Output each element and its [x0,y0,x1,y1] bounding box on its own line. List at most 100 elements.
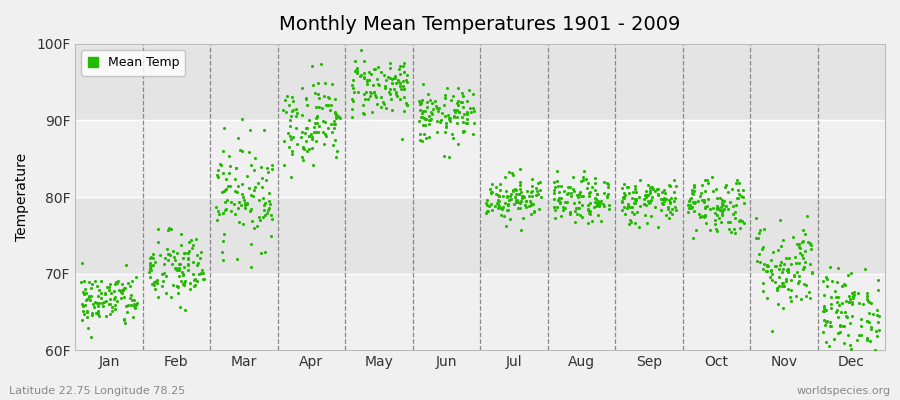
Point [425,111,439,117]
Point [546,179,561,186]
Point [621,184,635,190]
Point [183,280,197,286]
Point [761,262,776,269]
Point [216,148,230,154]
Point [824,294,838,300]
Point [368,92,382,98]
Point [384,107,399,113]
Point [284,136,299,142]
Point [216,209,230,216]
Point [86,304,101,310]
Point [422,113,436,119]
Point [805,270,819,276]
Point [628,186,643,192]
Point [415,122,429,128]
Point [615,207,629,213]
Point [239,200,254,207]
Point [346,76,360,83]
Point [516,214,530,221]
Point [104,301,118,308]
Point [708,186,723,192]
Point [600,194,615,200]
Point [525,193,539,200]
Point [76,316,90,323]
Point [223,183,238,189]
Point [382,91,397,97]
Point [692,210,706,217]
Point [628,196,643,202]
Point [803,261,817,267]
Point [315,129,329,135]
Point [276,107,291,114]
Point [436,153,451,159]
Point [304,130,319,137]
Point [383,96,398,102]
Point [778,275,793,282]
Point [732,218,746,224]
Point [497,212,511,219]
Point [768,279,782,286]
Point [456,103,471,110]
Point [525,176,539,182]
Point [709,205,724,211]
Point [180,249,194,256]
Point [392,78,406,84]
Point [630,209,644,215]
Point [318,118,332,125]
Point [831,265,845,272]
Point [76,303,90,310]
Point [687,208,701,214]
Point [737,220,751,226]
Point [823,322,837,329]
Point [572,212,587,218]
Point [94,290,108,296]
Point [118,320,132,327]
Point [797,258,812,265]
Point [313,61,328,67]
Point [793,250,807,256]
Point [167,254,182,260]
Point [841,271,855,278]
Point [417,131,431,138]
Point [315,104,329,111]
Point [374,93,388,100]
Point [397,86,411,92]
Point [242,149,256,156]
Point [215,189,230,196]
Point [84,334,98,340]
Point [639,188,653,194]
Point [824,304,839,311]
Point [626,189,641,195]
Point [832,322,847,329]
Point [361,96,375,102]
Point [775,280,789,286]
Point [787,272,801,278]
Point [818,322,832,328]
Point [170,290,184,296]
Point [142,265,157,271]
Point [255,184,269,190]
Point [217,125,231,131]
Point [227,201,241,207]
Point [412,130,427,137]
Point [97,290,112,296]
Point [77,302,92,308]
Point [364,90,378,96]
Point [122,283,137,289]
Point [87,299,102,306]
Point [789,260,804,266]
Point [786,234,800,240]
Point [329,148,344,154]
Point [508,186,523,193]
Point [575,214,590,220]
Point [103,311,117,317]
Point [550,204,564,210]
Point [864,323,878,330]
Point [141,269,156,275]
Point [103,280,117,287]
Point [683,195,698,201]
Point [181,256,195,262]
Point [94,295,108,301]
Point [683,201,698,208]
Point [430,105,445,111]
